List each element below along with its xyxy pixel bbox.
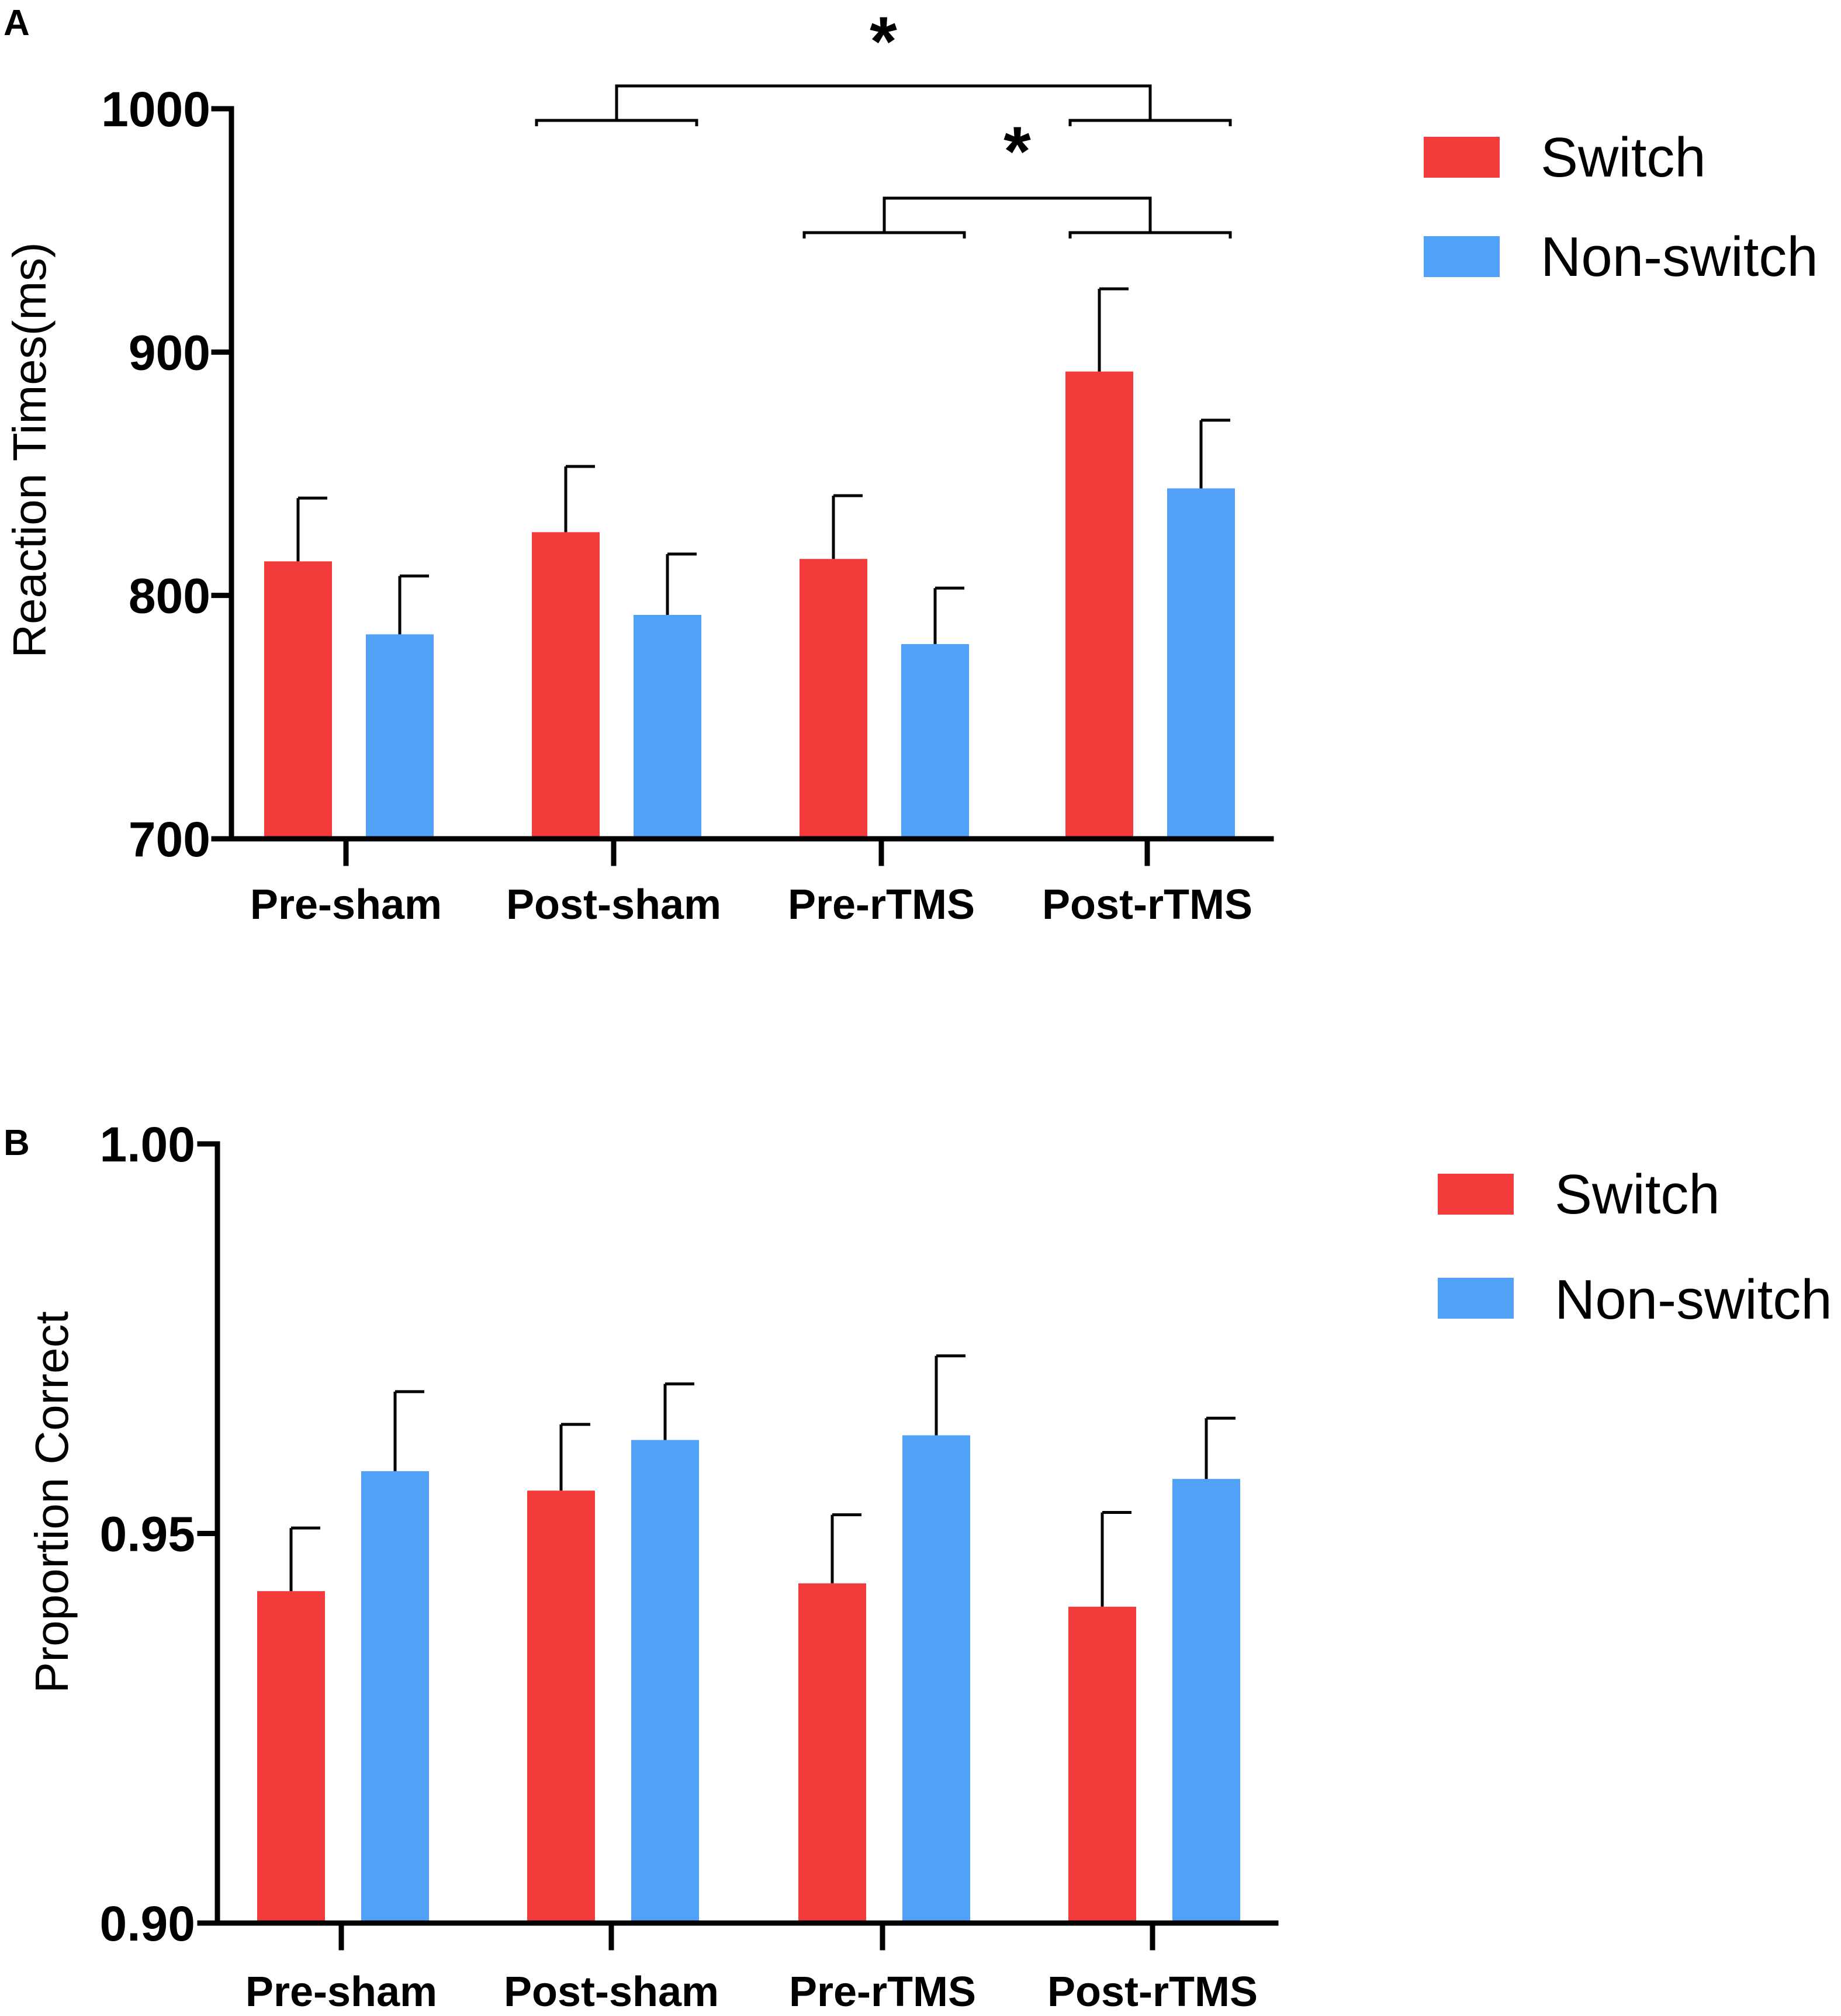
y-tick-label: 0.95 [100,1507,196,1562]
y-axis-label-a: Reaction Times(ms) [4,242,56,658]
error-bar-post-sham-non-switch [666,552,697,615]
panel-a-letter: A [4,3,30,43]
error-bar-pre-rtms-switch [832,494,863,559]
significance-bracket [535,84,1232,126]
error-bar-post-sham-non-switch [663,1382,694,1440]
legend-swatch-switch [1438,1174,1514,1215]
y-tick-label: 1000 [101,82,210,137]
bar-pre-sham-switch [257,1591,325,1923]
error-bar-post-rtms-non-switch [1205,1416,1236,1479]
x-tick-label: Post-rTMS [1047,1969,1258,2015]
x-ticks-a: Pre-sham Post-sham Pre-rTMS Post-rTMS [250,836,1252,928]
bar-pre-rtms-switch [798,1583,866,1923]
bar-pre-sham-non-switch [366,634,434,839]
error-bar-pre-sham-non-switch [393,1390,424,1471]
x-ticks-b: Pre-sham Post-sham Pre-rTMS Post-rTMS [245,1920,1258,2015]
error-bar-pre-rtms-non-switch [935,1354,966,1436]
bar-pre-sham-switch [264,561,332,839]
x-tick-label: Post-sham [504,1969,719,2015]
error-bars-b [289,1354,1236,1607]
chart-b: B Proportion Correct 0.90 0.95 1.00 Pre-sh… [4,1117,1832,2015]
significance-brackets-a: ** [535,2,1232,238]
bar-pre-sham-non-switch [361,1471,429,1923]
error-bar-pre-rtms-non-switch [933,586,964,644]
significance-star: * [1003,112,1031,191]
significance-star: * [870,2,897,81]
y-ticks-a: 700 800 900 1000 [101,82,234,867]
y-tick-label: 800 [129,569,210,624]
y-tick-label: 700 [129,812,210,867]
error-bars-a [296,287,1230,644]
bars-a [264,371,1235,839]
error-bar-post-rtms-switch [1101,1511,1131,1607]
x-tick-label: Pre-rTMS [788,881,975,928]
bar-pre-rtms-switch [800,559,867,839]
bar-pre-rtms-non-switch [901,644,969,839]
legend-label-non-switch: Non-switch [1555,1268,1832,1331]
x-tick-label: Pre-rTMS [789,1969,976,2015]
bar-pre-rtms-non-switch [902,1435,970,1923]
legend-label-switch: Switch [1541,126,1706,189]
error-bar-pre-sham-switch [296,496,327,562]
error-bar-pre-sham-non-switch [398,574,429,635]
bar-post-rtms-switch [1065,371,1133,839]
bar-post-sham-switch [532,532,600,839]
bars-b [257,1435,1240,1923]
y-tick-label: 1.00 [100,1117,196,1172]
y-tick-label: 900 [129,325,210,380]
legend-a: Switch Non-switch [1424,126,1818,288]
error-bar-pre-rtms-switch [830,1513,861,1583]
x-tick-label: Post-sham [506,881,721,928]
y-tick-label: 0.90 [100,1896,196,1951]
error-bar-post-sham-switch [564,465,595,532]
legend-swatch-switch [1424,137,1500,178]
significance-bracket [802,196,1232,238]
bar-post-rtms-non-switch [1167,488,1235,839]
bar-post-sham-switch [527,1491,595,1923]
legend-swatch-non-switch [1424,236,1500,277]
x-tick-label: Pre-sham [245,1969,437,2015]
bar-post-rtms-switch [1068,1606,1136,1923]
legend-label-switch: Switch [1555,1163,1720,1226]
y-axis-label-b: Proportion Correct [26,1311,78,1693]
panel-b-letter: B [4,1123,30,1163]
bar-post-sham-non-switch [634,614,701,839]
bar-post-sham-non-switch [631,1440,699,1923]
y-ticks-b: 0.90 0.95 1.00 [100,1117,220,1951]
bar-post-rtms-non-switch [1172,1479,1240,1923]
chart-a: A Reaction Times(ms) 700 800 900 1000 Pre-s… [4,2,1818,928]
error-bar-pre-sham-switch [289,1526,320,1592]
axes-a [229,106,1274,842]
x-tick-label: Post-rTMS [1042,881,1252,928]
legend-swatch-non-switch [1438,1278,1514,1319]
legend-b: Switch Non-switch [1438,1163,1832,1331]
error-bar-post-rtms-switch [1098,287,1129,372]
x-tick-label: Pre-sham [250,881,442,928]
error-bar-post-sham-switch [559,1423,590,1491]
legend-label-non-switch: Non-switch [1541,226,1818,288]
error-bar-post-rtms-non-switch [1199,419,1230,489]
